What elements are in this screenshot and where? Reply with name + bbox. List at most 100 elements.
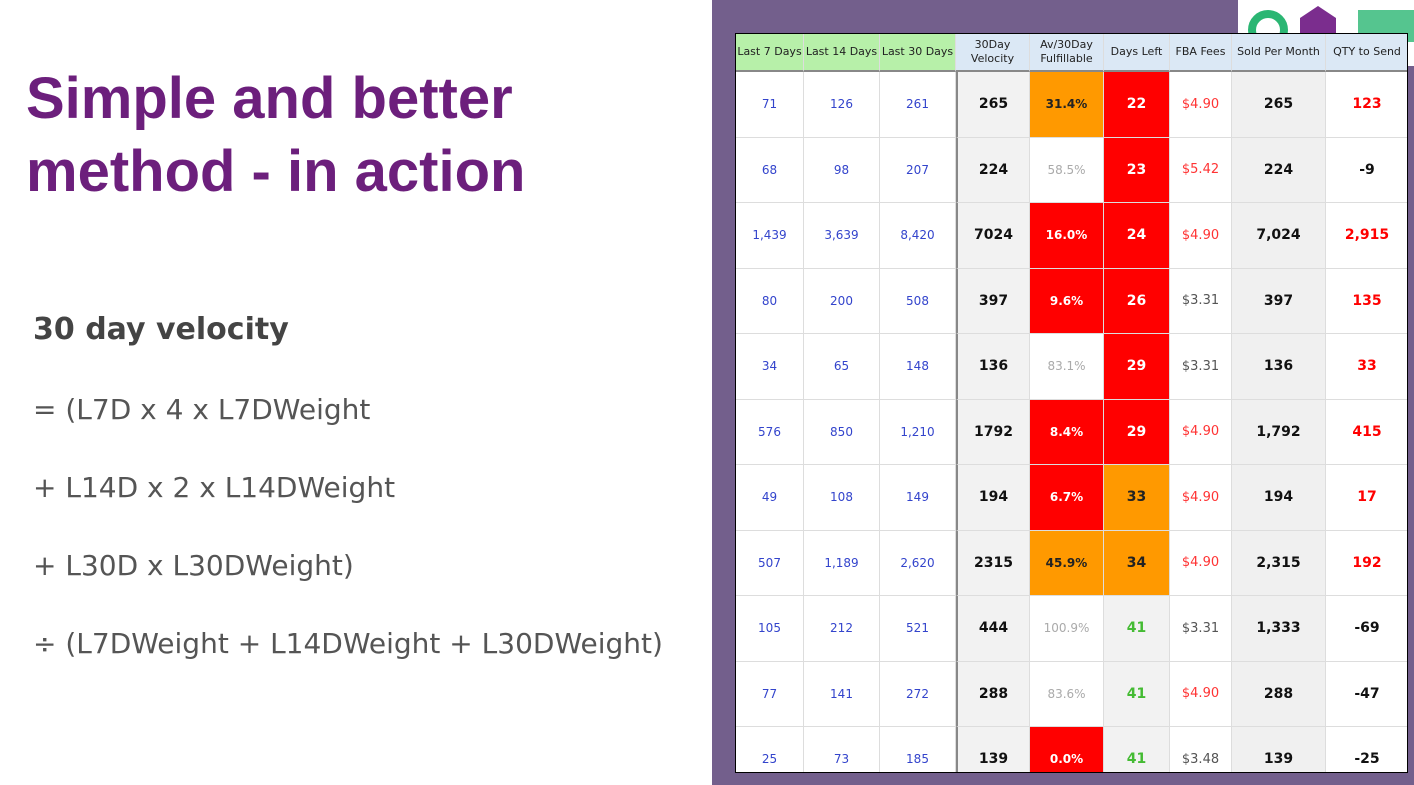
table-cell: 397 — [1232, 268, 1326, 334]
table-cell: 265 — [1232, 72, 1326, 138]
title-line: Simple and better — [26, 66, 513, 131]
header-cell: Last 7 Days — [736, 34, 804, 72]
table-cell: 16.0% — [1030, 203, 1104, 269]
table-cell: 2,620 — [880, 530, 956, 596]
table-cell: 2,915 — [1326, 203, 1407, 269]
table-cell: 261 — [880, 72, 956, 138]
table-cell: -69 — [1326, 596, 1407, 662]
table: Last 7 Days Last 14 Days Last 30 Days 30Day… — [735, 33, 1408, 773]
table-cell: 25 — [736, 727, 804, 772]
table-cell: 73 — [804, 727, 880, 772]
table-cell: 207 — [880, 137, 956, 203]
table-cell: 194 — [956, 465, 1030, 531]
table-cell: -25 — [1326, 727, 1407, 772]
table-cell: 105 — [736, 596, 804, 662]
table-cell: 850 — [804, 399, 880, 465]
table-cell: 49 — [736, 465, 804, 531]
table-cell: 65 — [804, 334, 880, 400]
table-cell: 508 — [880, 268, 956, 334]
table-cell: 7024 — [956, 203, 1030, 269]
table-cell: 29 — [1104, 334, 1170, 400]
table-cell: 34 — [1104, 530, 1170, 596]
table-cell: 576 — [736, 399, 804, 465]
table-cell: 444 — [956, 596, 1030, 662]
table-cell: 29 — [1104, 399, 1170, 465]
table-cell: 6.7% — [1030, 465, 1104, 531]
subtitle: 30 day velocity — [33, 312, 289, 347]
table-cell: 126 — [804, 72, 880, 138]
table-cell: 194 — [1232, 465, 1326, 531]
table-cell: 1,210 — [880, 399, 956, 465]
table-cell: 185 — [880, 727, 956, 772]
table-cell: 58.5% — [1030, 137, 1104, 203]
table-cell: 22 — [1104, 72, 1170, 138]
table-cell: 80 — [736, 268, 804, 334]
table-cell: 71 — [736, 72, 804, 138]
table-cell: 0.0% — [1030, 727, 1104, 772]
table-cell: $4.90 — [1170, 72, 1232, 138]
table-cell: 265 — [956, 72, 1030, 138]
header-cell: Sold Per Month — [1232, 34, 1326, 72]
formula-line: = (L7D x 4 x L7DWeight — [33, 393, 371, 426]
table-cell: 77 — [736, 661, 804, 727]
table-cell: 1,189 — [804, 530, 880, 596]
table-cell: 212 — [804, 596, 880, 662]
table-cell: 1,333 — [1232, 596, 1326, 662]
table-cell: $4.90 — [1170, 399, 1232, 465]
table-cell: 224 — [956, 137, 1030, 203]
table-cell: -47 — [1326, 662, 1407, 727]
table-cell: $3.31 — [1170, 596, 1232, 662]
title: Simple and better method - in action — [26, 62, 525, 208]
table-cell: 31.4% — [1030, 72, 1104, 138]
table-cell: 41 — [1104, 661, 1170, 727]
table-cell: 33 — [1326, 334, 1407, 400]
table-cell: $4.90 — [1170, 465, 1232, 531]
table-cell: 1792 — [956, 399, 1030, 465]
table-cell: $3.31 — [1170, 334, 1232, 400]
table-cell: $3.31 — [1170, 268, 1232, 334]
table-cell: $4.90 — [1170, 661, 1232, 727]
table-cell: $4.90 — [1170, 203, 1232, 269]
formula-line: + L30D x L30DWeight) — [33, 549, 354, 582]
table-cell: $5.42 — [1170, 137, 1232, 203]
table-cell: 415 — [1326, 400, 1407, 465]
table-cell: 23 — [1104, 137, 1170, 203]
table-cell: 2315 — [956, 530, 1030, 596]
table-cell: -9 — [1326, 138, 1407, 203]
header-cell: Last 30 Days — [880, 34, 956, 72]
table-cell: 192 — [1326, 531, 1407, 596]
header-cell: Last 14 Days — [804, 34, 880, 72]
table-cell: 9.6% — [1030, 268, 1104, 334]
table-cell: 7,024 — [1232, 203, 1326, 269]
table-cell: 83.6% — [1030, 661, 1104, 727]
table-cell: $4.90 — [1170, 530, 1232, 596]
table-cell: 24 — [1104, 203, 1170, 269]
table-cell: 139 — [956, 727, 1030, 772]
table-cell: 397 — [956, 268, 1030, 334]
table-cell: 135 — [1326, 269, 1407, 334]
table-cell: 2,315 — [1232, 530, 1326, 596]
table-cell: 521 — [880, 596, 956, 662]
table-cell: 200 — [804, 268, 880, 334]
formula-line: + L14D x 2 x L14DWeight — [33, 471, 396, 504]
table-cell: 136 — [956, 334, 1030, 400]
table-cell: 8.4% — [1030, 399, 1104, 465]
table-cell: 1,439 — [736, 203, 804, 269]
table-cell: 123 — [1326, 72, 1407, 138]
header-cell: QTY to Send — [1326, 34, 1407, 72]
table-cell: 68 — [736, 137, 804, 203]
header-cell: Av/30Day Fulfillable — [1030, 34, 1104, 72]
table-cell: 98 — [804, 137, 880, 203]
table-cell: 17 — [1326, 465, 1407, 531]
header-cell: 30Day Velocity — [956, 34, 1030, 72]
table-cell: 26 — [1104, 268, 1170, 334]
table-cell: 41 — [1104, 596, 1170, 662]
header-cell: FBA Fees — [1170, 34, 1232, 72]
table-cell: 108 — [804, 465, 880, 531]
table-cell: 34 — [736, 334, 804, 400]
title-line: method - in action — [26, 139, 526, 204]
header-cell: Days Left — [1104, 34, 1170, 72]
table-cell: 3,639 — [804, 203, 880, 269]
table-cell: 45.9% — [1030, 530, 1104, 596]
table-cell: 83.1% — [1030, 334, 1104, 400]
